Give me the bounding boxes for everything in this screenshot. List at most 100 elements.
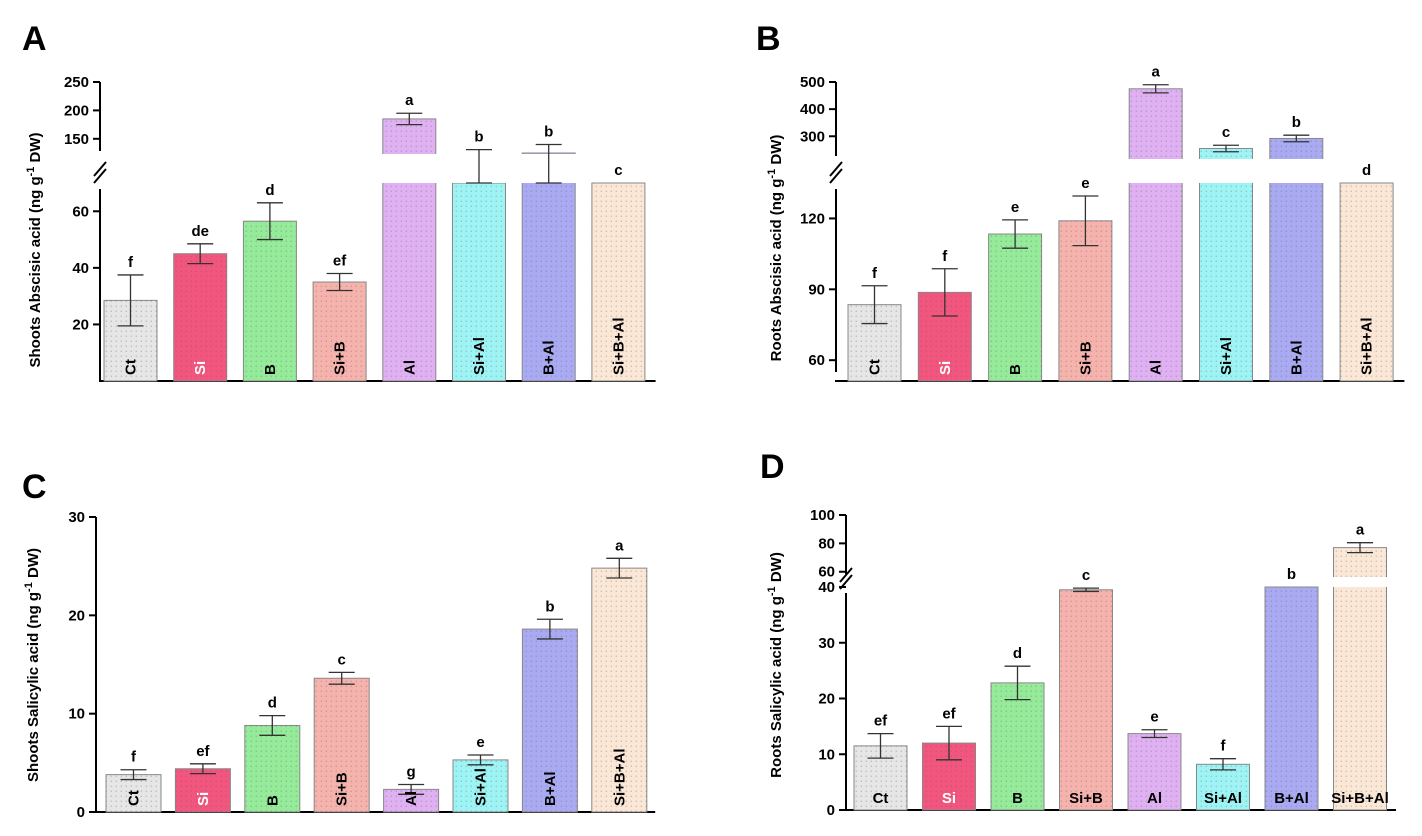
bar-b-al: b B+Al <box>1264 566 1319 811</box>
bar-texture <box>591 183 645 381</box>
significance-label: a <box>1152 64 1161 81</box>
bar-si-al: f Si+Al <box>1196 738 1250 811</box>
bar-texture <box>1129 88 1183 382</box>
significance-label: f <box>942 248 948 265</box>
y-tick-label: 60 <box>818 564 835 581</box>
bar-si: ef Si <box>922 705 976 811</box>
category-label: Si+B+Al <box>1331 790 1389 807</box>
bar-texture <box>522 153 576 381</box>
bar-texture <box>173 253 227 381</box>
bar-ct: f Ct <box>105 749 162 813</box>
significance-label: e <box>1081 175 1089 192</box>
y-tick-label: 500 <box>800 74 825 91</box>
category-label: B+Al <box>1274 790 1309 807</box>
category-label: Ct <box>123 359 140 375</box>
category-label: B+Al <box>541 340 558 375</box>
bar-si-b-al: a Si+B+Al <box>591 537 648 813</box>
axis-break-mark <box>829 168 843 184</box>
significance-label: ef <box>196 743 210 760</box>
bar-texture <box>175 768 231 812</box>
y-tick-label: 400 <box>800 101 825 118</box>
y-tick-label: 60 <box>72 203 89 220</box>
y-tick-label: 20 <box>818 691 835 708</box>
bar-break-gap <box>1268 159 1324 183</box>
y-tick-label: 150 <box>64 131 89 148</box>
bar-si-al: b Si+Al <box>451 129 507 382</box>
significance-label: d <box>265 182 274 199</box>
bar-texture <box>1265 587 1318 810</box>
y-tick-label: 10 <box>68 706 85 723</box>
bar-texture <box>314 678 370 812</box>
significance-label: f <box>872 265 878 282</box>
y-axis-label: Shoots Abscisic acid (ng g-1 DW) <box>25 132 44 367</box>
y-tick-label: 0 <box>827 802 835 819</box>
significance-label: e <box>1011 199 1019 216</box>
bar-b-al: b B+Al <box>521 123 577 382</box>
bar-break-gap <box>381 154 437 183</box>
y-tick-label: 60 <box>808 352 825 369</box>
category-label: Ct <box>873 790 889 807</box>
significance-label: d <box>1362 162 1371 179</box>
bar-al: a Al <box>1128 64 1184 382</box>
panel-letter: C <box>22 468 47 506</box>
bar-si-al: e Si+Al <box>452 734 509 813</box>
bar-ct: f Ct <box>847 265 902 382</box>
bar-al: a Al <box>381 92 437 382</box>
y-tick-label: 250 <box>64 74 89 91</box>
significance-label: c <box>1082 567 1090 584</box>
y-tick-label: 120 <box>800 210 825 227</box>
bar-b-al: b B+Al <box>521 598 578 813</box>
bar-b: dB <box>244 695 301 813</box>
y-tick-label: 20 <box>68 607 85 624</box>
bar-texture <box>1059 589 1113 810</box>
bar-si: ef Si <box>174 743 231 813</box>
y-tick-label: 0 <box>77 804 85 821</box>
significance-label: b <box>1287 566 1296 583</box>
category-label: B+Al <box>1288 340 1305 375</box>
category-label: Si+B+Al <box>1359 317 1376 375</box>
significance-label: ef <box>333 253 347 270</box>
category-label: Al <box>1148 360 1165 375</box>
bar-al: e Al <box>1127 709 1182 811</box>
bar-texture <box>313 282 367 381</box>
significance-label: ef <box>942 705 956 722</box>
bar-si-b: c Si+B <box>313 651 370 813</box>
significance-label: g <box>407 763 416 780</box>
y-tick-label: 80 <box>818 535 835 552</box>
y-tick-label: 20 <box>72 316 89 333</box>
category-label: Al <box>401 360 418 375</box>
axis-break-mark <box>829 161 843 177</box>
panel-D: D Roots Salicylic acid (ng g-1 DW) 0 10 20 30… <box>760 448 1396 819</box>
category-label: Si+Al <box>1218 337 1235 375</box>
bar-texture <box>1058 220 1112 381</box>
category-label: B <box>262 364 279 375</box>
category-label: Ct <box>126 790 143 806</box>
category-label: Si <box>942 790 956 807</box>
bar-texture <box>1199 148 1253 381</box>
panel-letter: B <box>756 20 781 58</box>
bar-texture <box>244 725 300 812</box>
bar-b: eB <box>988 199 1043 382</box>
category-label: Si <box>937 361 954 375</box>
bar-break-gap <box>1332 577 1388 587</box>
bar-texture <box>383 789 439 812</box>
y-axis-label: Roots Abscisic acid (ng g-1 DW) <box>766 135 785 362</box>
y-tick-label: 300 <box>800 128 825 145</box>
bar-si-b: ef Si+B <box>312 253 367 382</box>
significance-label: b <box>544 123 553 140</box>
bar-si-b-al: c Si+B+Al <box>591 162 646 382</box>
significance-label: a <box>615 537 624 554</box>
panel-letter: D <box>760 448 785 486</box>
significance-label: c <box>1222 124 1230 141</box>
bar-texture <box>991 682 1044 810</box>
bar-ct: f Ct <box>103 254 158 382</box>
bar-texture <box>243 221 297 381</box>
bar-texture <box>1333 547 1387 810</box>
category-label: Si <box>192 361 209 375</box>
significance-label: c <box>614 162 622 179</box>
category-label: Si <box>195 792 212 806</box>
category-label: Si+B <box>1077 341 1094 375</box>
significance-label: d <box>1013 645 1022 662</box>
bar-si-b: e Si+B <box>1058 175 1113 382</box>
